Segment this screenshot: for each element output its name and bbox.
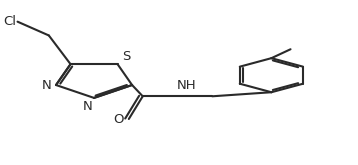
Text: S: S	[122, 50, 130, 63]
Text: Cl: Cl	[3, 15, 16, 28]
Text: NH: NH	[176, 79, 196, 92]
Text: N: N	[42, 79, 52, 92]
Text: N: N	[83, 99, 92, 113]
Text: O: O	[113, 113, 124, 126]
